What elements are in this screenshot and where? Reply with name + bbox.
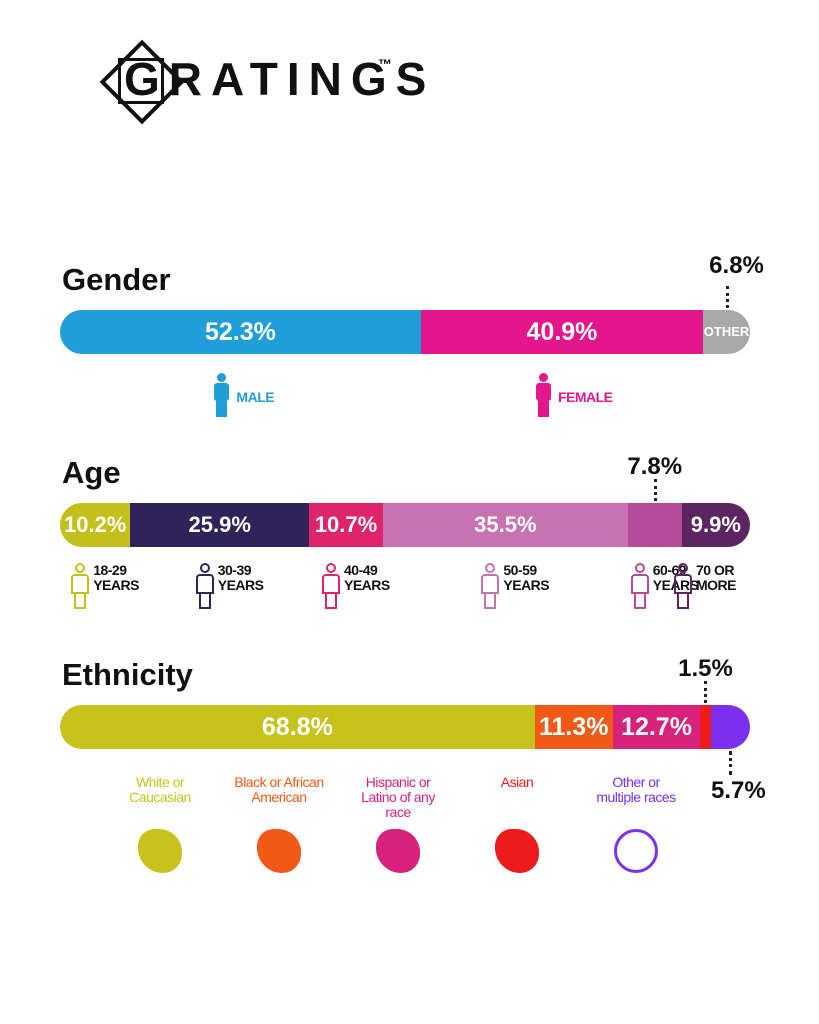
bar-segment (60, 503, 131, 547)
chart-title: Age (62, 455, 121, 490)
legend-label: 50-59 YEARS (503, 562, 550, 593)
region-icon (138, 829, 182, 873)
value-label: 11.3% (538, 713, 609, 741)
icon-legs (198, 593, 211, 609)
icon-body (535, 383, 551, 401)
bar-segment (703, 310, 750, 354)
icon-body (322, 574, 340, 594)
leader-line (653, 479, 657, 501)
legend-label: 30-39 YEARS (217, 562, 264, 593)
icon-legs (633, 593, 646, 609)
legend-label: 40-49 YEARS (344, 562, 390, 593)
value-label: 10.2% (63, 512, 127, 537)
icon-body (71, 574, 90, 594)
logo-name: GRATINGS (124, 53, 436, 105)
icon-legs (677, 593, 689, 609)
value-label: 52.3% (204, 318, 276, 346)
value-label: 6.8% (709, 252, 764, 279)
leader-line (704, 681, 708, 703)
logo-diamond-inner (118, 58, 164, 104)
legend-label: OTHER (703, 324, 750, 339)
chart-title: Ethnicity (62, 657, 193, 692)
icon-body (481, 574, 500, 594)
legend-label: 70 OR MORE (696, 562, 737, 593)
icon-head (538, 373, 548, 382)
icon-legs (74, 593, 87, 609)
value-label: 1.5% (678, 655, 733, 682)
leader-line (729, 751, 733, 775)
legend-label: Hispanic or Latino of any race (361, 774, 435, 820)
icon-legs (325, 593, 337, 609)
value-label: 10.7% (314, 512, 378, 537)
value-label: 25.9% (188, 512, 251, 537)
chart-title: Gender (62, 262, 171, 297)
icon-legs (537, 401, 549, 417)
bar-segment (382, 503, 628, 547)
bar-segment (130, 503, 310, 547)
value-label: 9.9% (690, 512, 741, 537)
legend-label: Black or African American (234, 774, 324, 805)
region-icon (614, 829, 658, 873)
icon-head (199, 563, 210, 573)
legend-label: MALE (236, 389, 275, 405)
icon-legs (216, 401, 228, 417)
legend-label: Asian (500, 774, 534, 790)
region-icon (376, 829, 420, 873)
icon-body (195, 574, 214, 594)
icon-legs (484, 593, 497, 609)
icon-head (217, 373, 227, 382)
icon-head (326, 563, 336, 573)
bar-segment (700, 705, 711, 749)
value-label: 68.8% (261, 713, 333, 741)
bar-segment (309, 503, 383, 547)
icon-head (678, 563, 688, 573)
value-label: 5.7% (710, 777, 766, 804)
region-icon (257, 829, 301, 873)
legend-label: White or Caucasian (129, 774, 191, 805)
icon-body (674, 574, 692, 594)
value-label: 35.5% (474, 512, 537, 537)
bar-segment (534, 705, 613, 749)
legend-label: Other or multiple races (596, 774, 676, 805)
bar-segment (681, 503, 750, 547)
legend-label: 18-29 YEARS (93, 562, 139, 593)
bar-segment (612, 705, 701, 749)
icon-body (630, 574, 649, 594)
logo-trademark: ™ (378, 56, 392, 72)
bar-segment (710, 705, 750, 749)
logo: GRATINGS ™ (98, 38, 426, 128)
icon-head (75, 563, 86, 573)
region-icon (495, 829, 539, 873)
bar-segment (60, 310, 421, 354)
legend-label: FEMALE (557, 389, 613, 405)
bar-segment (420, 310, 704, 354)
value-label: 40.9% (526, 318, 598, 346)
icon-head (485, 563, 496, 573)
value-label: 7.8% (627, 453, 683, 480)
bar-segment (60, 705, 535, 749)
icon-head (634, 563, 645, 573)
bar-segment (627, 503, 682, 547)
leader-line (725, 286, 729, 308)
icon-body (214, 383, 230, 401)
value-label: 12.7% (621, 713, 692, 741)
